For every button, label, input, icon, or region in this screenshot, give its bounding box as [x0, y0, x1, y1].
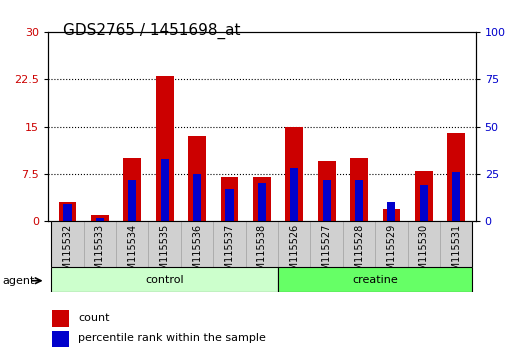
Bar: [225, 189, 233, 221]
Text: count: count: [78, 313, 109, 323]
Bar: [245, 221, 278, 267]
Bar: [180, 221, 213, 267]
Bar: [387, 202, 395, 221]
Bar: [156, 76, 173, 221]
Text: GSM115536: GSM115536: [192, 224, 201, 283]
Bar: [52, 310, 69, 326]
Bar: [213, 221, 245, 267]
Text: percentile rank within the sample: percentile rank within the sample: [78, 333, 265, 343]
Bar: [51, 267, 278, 292]
Text: control: control: [145, 275, 184, 285]
Bar: [123, 158, 141, 221]
Text: GSM115530: GSM115530: [418, 224, 428, 283]
Bar: [91, 215, 109, 221]
Bar: [252, 177, 270, 221]
Bar: [51, 221, 83, 267]
Bar: [290, 168, 298, 221]
Bar: [451, 172, 460, 221]
Bar: [148, 221, 180, 267]
Text: GSM115531: GSM115531: [450, 224, 460, 283]
Text: creatine: creatine: [351, 275, 397, 285]
Text: GSM115533: GSM115533: [95, 224, 105, 283]
Bar: [317, 161, 335, 221]
Bar: [95, 218, 104, 221]
Bar: [349, 158, 367, 221]
Bar: [419, 185, 427, 221]
Text: GDS2765 / 1451698_at: GDS2765 / 1451698_at: [63, 23, 240, 39]
Bar: [285, 127, 302, 221]
Bar: [278, 267, 472, 292]
Bar: [116, 221, 148, 267]
Bar: [59, 202, 76, 221]
Text: GSM115535: GSM115535: [160, 224, 169, 283]
Bar: [188, 136, 206, 221]
Bar: [414, 171, 432, 221]
Bar: [355, 179, 363, 221]
Bar: [342, 221, 375, 267]
Bar: [52, 331, 69, 347]
Text: GSM115534: GSM115534: [127, 224, 137, 283]
Text: GSM115526: GSM115526: [289, 224, 298, 283]
Text: GSM115538: GSM115538: [257, 224, 266, 283]
Bar: [278, 221, 310, 267]
Bar: [375, 221, 407, 267]
Bar: [128, 179, 136, 221]
Bar: [83, 221, 116, 267]
Bar: [310, 221, 342, 267]
Bar: [63, 204, 71, 221]
Bar: [322, 179, 330, 221]
Text: GSM115527: GSM115527: [321, 224, 331, 283]
Text: agent: agent: [3, 276, 35, 286]
Bar: [220, 177, 238, 221]
Bar: [382, 209, 399, 221]
Bar: [439, 221, 472, 267]
Text: GSM115528: GSM115528: [354, 224, 363, 283]
Bar: [257, 183, 266, 221]
Bar: [407, 221, 439, 267]
Text: GSM115532: GSM115532: [63, 224, 72, 283]
Text: GSM115529: GSM115529: [386, 224, 395, 283]
Bar: [160, 159, 168, 221]
Bar: [192, 174, 200, 221]
Bar: [446, 133, 464, 221]
Text: GSM115537: GSM115537: [224, 224, 234, 283]
